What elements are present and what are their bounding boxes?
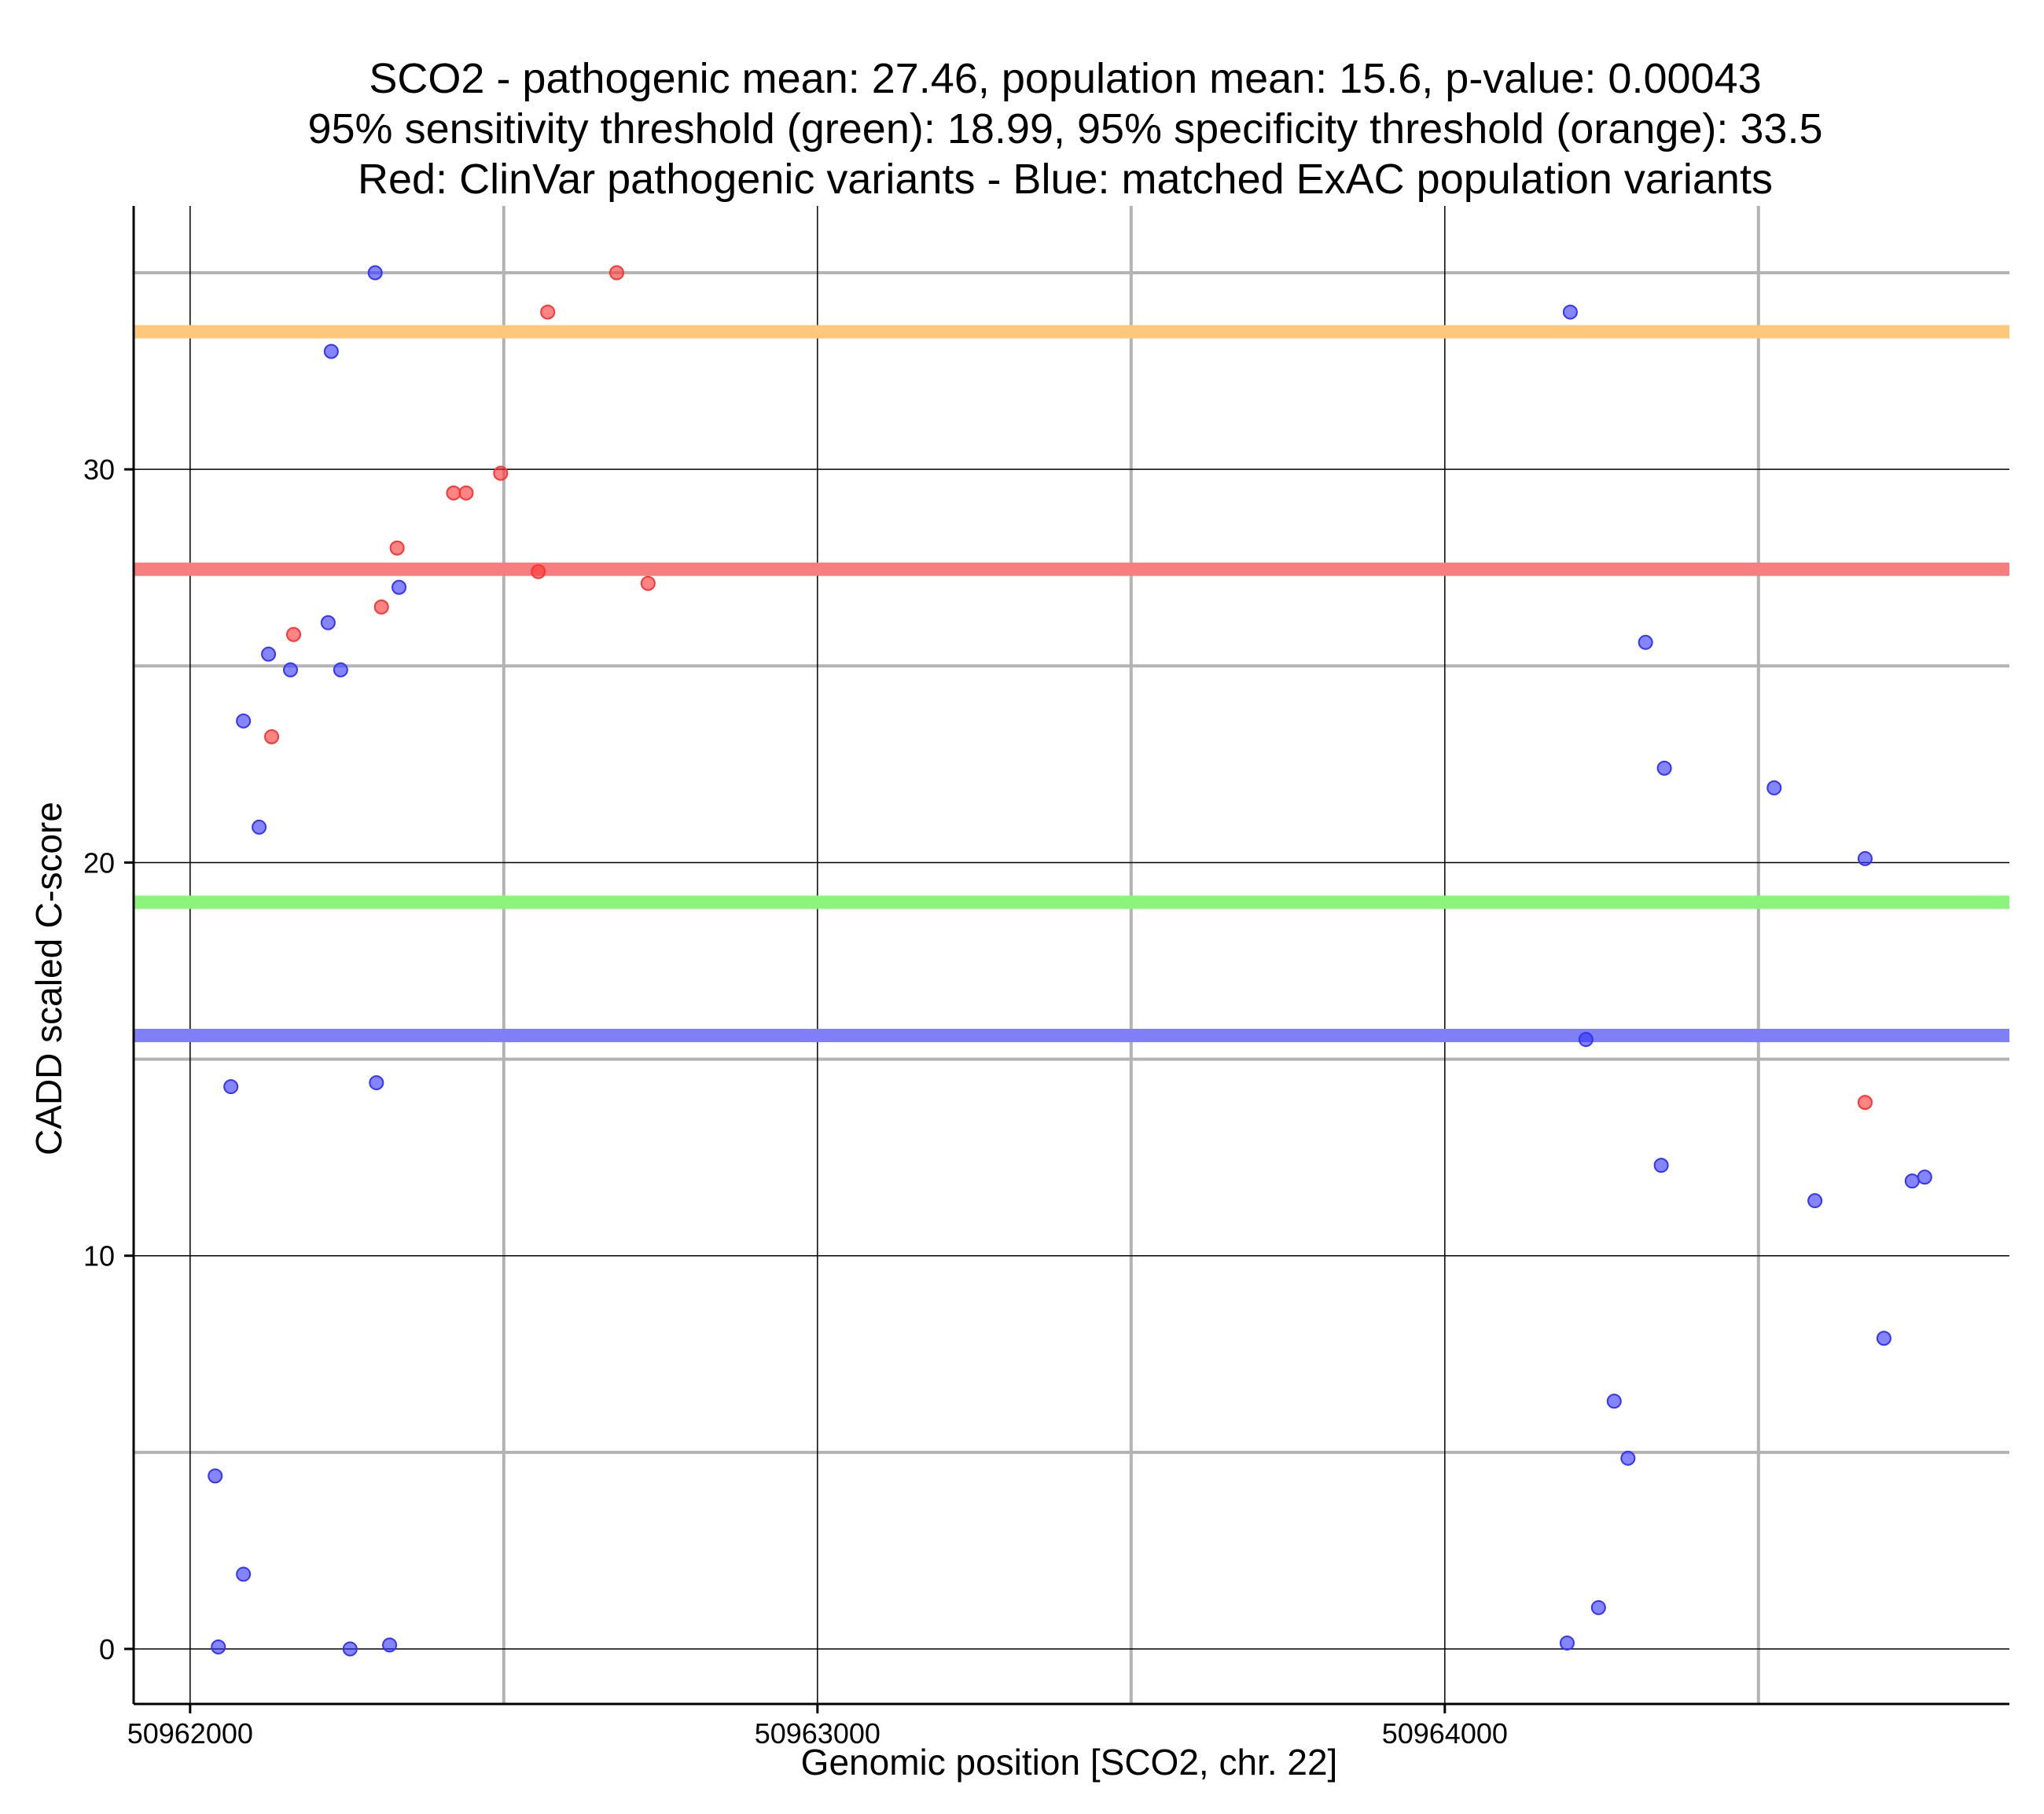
data-point: [223, 1079, 239, 1095]
data-point: [342, 1641, 358, 1657]
data-point: [1562, 304, 1578, 320]
data-point: [1807, 1193, 1823, 1209]
x-tick-label: 50962000: [127, 1717, 253, 1750]
data-point: [1917, 1170, 1932, 1185]
data-point: [608, 265, 624, 281]
x-tick-label: 50963000: [755, 1717, 880, 1750]
data-point: [333, 662, 348, 677]
data-point: [208, 1468, 223, 1484]
data-point: [392, 579, 407, 595]
data-point: [382, 1637, 398, 1653]
title-line-3: Red: ClinVar pathogenic variants - Blue:…: [358, 156, 1773, 203]
y-axis-label: CADD scaled C-score: [28, 802, 69, 1155]
grid-lines: [134, 206, 2009, 1704]
title-line-1: SCO2 - pathogenic mean: 27.46, populatio…: [369, 55, 1761, 102]
data-point: [1857, 850, 1873, 866]
y-tick-label: 10: [83, 1240, 115, 1272]
x-axis-label: Genomic position [SCO2, chr. 22]: [801, 1742, 1338, 1783]
data-point: [458, 485, 474, 501]
data-point: [1876, 1331, 1891, 1346]
data-point: [320, 615, 336, 630]
data-point: [1766, 780, 1782, 795]
x-tick-label: 50964000: [1382, 1717, 1508, 1750]
data-point: [540, 304, 556, 320]
data-point: [236, 1566, 252, 1582]
data-point: [369, 1075, 384, 1091]
data-point: [1653, 1158, 1669, 1173]
data-point: [373, 599, 389, 615]
data-point: [1656, 760, 1672, 776]
data-point: [323, 343, 339, 359]
title-line-2: 95% sensitivity threshold (green): 18.99…: [307, 105, 1822, 152]
data-point: [1590, 1599, 1606, 1615]
tick-labels: 50962000 50963000 50964000 0 10 20 30: [83, 454, 1508, 1750]
data-point: [1857, 1095, 1873, 1111]
data-point: [531, 564, 546, 579]
data-point: [1559, 1635, 1575, 1651]
data-point: [285, 626, 301, 642]
y-tick-label: 0: [99, 1633, 115, 1665]
data-point: [493, 465, 509, 481]
data-point: [1638, 634, 1653, 650]
data-point: [264, 729, 280, 744]
data-point: [252, 819, 267, 835]
data-points: [208, 265, 1932, 1657]
data-point: [446, 485, 461, 501]
data-point: [1578, 1032, 1594, 1048]
data-point: [1606, 1394, 1622, 1409]
data-point: [261, 646, 277, 662]
data-point: [367, 265, 383, 281]
data-point: [211, 1639, 226, 1654]
axes: [132, 206, 2009, 1706]
data-point: [389, 540, 405, 556]
y-tick-label: 30: [83, 454, 115, 486]
data-point: [1620, 1450, 1636, 1466]
y-tick-label: 20: [83, 846, 115, 879]
chart-title: SCO2 - pathogenic mean: 27.46, populatio…: [307, 55, 1822, 203]
reference-lines: [134, 325, 2009, 1043]
data-point: [282, 662, 298, 677]
data-point: [640, 575, 656, 591]
data-point: [1904, 1173, 1920, 1189]
data-point: [236, 713, 252, 729]
